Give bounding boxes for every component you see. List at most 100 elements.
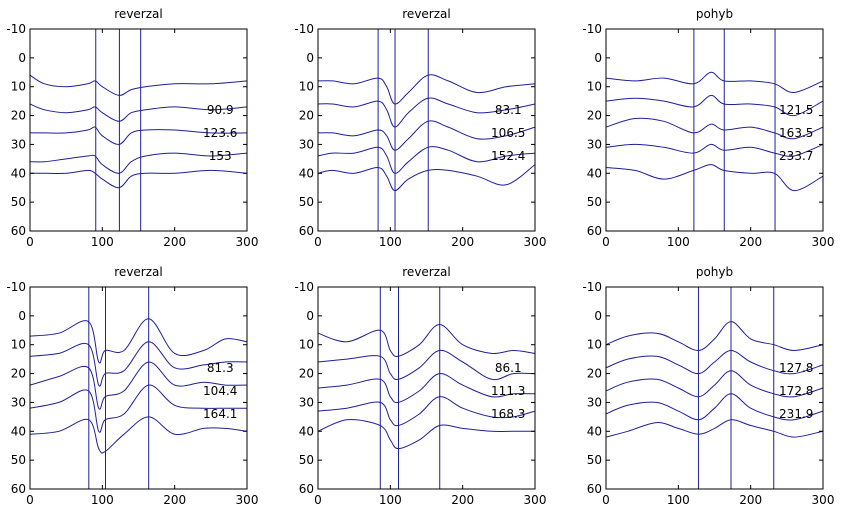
trace-line-3 xyxy=(317,373,536,404)
y-tick-label: 10 xyxy=(587,80,602,94)
x-tick-label: 300 xyxy=(812,235,835,249)
axes-frame xyxy=(317,28,536,232)
x-tick-label: 100 xyxy=(667,235,690,249)
y-tick-label: 0 xyxy=(306,309,314,323)
y-tick-label: 50 xyxy=(11,453,26,467)
y-tick-label: 30 xyxy=(11,137,26,151)
y-tick-label: 30 xyxy=(11,395,26,409)
marker-label-3: 152.4 xyxy=(491,149,525,163)
marker-label-1: 86.1 xyxy=(495,361,522,375)
x-tick-label: 100 xyxy=(91,493,114,507)
x-tick-label: 100 xyxy=(379,235,402,249)
marker-label-3: 164.1 xyxy=(203,407,237,421)
y-tick-label: 60 xyxy=(587,482,602,496)
y-tick-label: 40 xyxy=(587,166,602,180)
subplot-title: reverzal xyxy=(402,7,450,21)
x-tick-label: 100 xyxy=(379,493,402,507)
x-tick-label: 200 xyxy=(163,493,186,507)
marker-label-1: 127.8 xyxy=(779,361,813,375)
x-tick-label: 200 xyxy=(451,235,474,249)
y-tick-label: 60 xyxy=(587,224,602,238)
y-tick-label: 30 xyxy=(587,395,602,409)
x-tick-label: 100 xyxy=(667,493,690,507)
trace-line-2 xyxy=(605,349,824,375)
axes-frame xyxy=(29,28,248,232)
y-tick-label: -10 xyxy=(294,22,314,36)
y-tick-label: 50 xyxy=(587,453,602,467)
x-tick-label: 300 xyxy=(524,493,547,507)
x-tick-label: 300 xyxy=(812,493,835,507)
subplot-title: reverzal xyxy=(114,7,162,21)
y-tick-label: 20 xyxy=(11,367,26,381)
y-tick-label: 30 xyxy=(299,395,314,409)
x-tick-label: 200 xyxy=(163,235,186,249)
y-tick-label: 10 xyxy=(299,80,314,94)
trace-line-2 xyxy=(605,94,824,117)
trace-line-3 xyxy=(30,126,248,145)
x-tick-label: 0 xyxy=(314,235,322,249)
y-tick-label: 60 xyxy=(11,224,26,238)
y-tick-label: 20 xyxy=(11,109,26,123)
trace-line-5 xyxy=(29,169,248,189)
trace-line-5 xyxy=(605,164,824,192)
marker-label-3: 153 xyxy=(209,149,232,163)
y-tick-label: 40 xyxy=(11,424,26,438)
y-tick-label: -10 xyxy=(6,280,26,294)
trace-line-4 xyxy=(605,393,824,421)
x-tick-label: 0 xyxy=(602,235,610,249)
y-tick-label: -10 xyxy=(294,280,314,294)
marker-label-1: 83.1 xyxy=(495,103,522,117)
trace-line-1 xyxy=(317,323,536,357)
trace-line-1 xyxy=(29,318,248,364)
trace-line-3 xyxy=(317,120,536,151)
y-tick-label: 50 xyxy=(299,195,314,209)
y-tick-label: 10 xyxy=(587,338,602,352)
trace-line-1 xyxy=(29,74,248,96)
marker-label-2: 104.4 xyxy=(203,384,237,398)
x-tick-label: 0 xyxy=(26,235,34,249)
y-tick-label: 20 xyxy=(587,109,602,123)
y-tick-label: 20 xyxy=(587,367,602,381)
y-tick-label: 50 xyxy=(299,453,314,467)
marker-label-2: 106.5 xyxy=(491,126,525,140)
y-tick-label: 60 xyxy=(11,482,26,496)
trace-line-3 xyxy=(605,117,824,140)
y-tick-label: 40 xyxy=(299,424,314,438)
trace-line-5 xyxy=(317,164,536,192)
x-tick-label: 0 xyxy=(314,493,322,507)
y-tick-label: 40 xyxy=(587,424,602,438)
x-tick-label: 300 xyxy=(236,493,259,507)
y-tick-label: 40 xyxy=(11,166,26,180)
y-tick-label: 20 xyxy=(299,109,314,123)
marker-label-3: 168.3 xyxy=(491,407,525,421)
marker-label-3: 233.7 xyxy=(779,149,813,163)
x-tick-label: 300 xyxy=(524,235,547,249)
y-tick-label: 50 xyxy=(11,195,26,209)
y-tick-label: 10 xyxy=(11,338,26,352)
y-tick-label: 0 xyxy=(18,309,26,323)
trace-line-4 xyxy=(317,396,536,427)
trace-line-5 xyxy=(29,416,248,454)
trace-line-1 xyxy=(605,71,824,94)
axes-frame xyxy=(317,286,536,490)
trace-line-2 xyxy=(317,97,536,128)
x-tick-label: 200 xyxy=(739,493,762,507)
y-tick-label: 40 xyxy=(299,166,314,180)
marker-label-1: 90.9 xyxy=(207,103,234,117)
trace-line-4 xyxy=(29,152,248,174)
x-tick-label: 200 xyxy=(451,493,474,507)
trace-line-2 xyxy=(29,103,248,122)
marker-label-1: 81.3 xyxy=(207,361,234,375)
x-tick-label: 200 xyxy=(739,235,762,249)
y-tick-label: 30 xyxy=(587,137,602,151)
subplot-title: reverzal xyxy=(402,265,450,279)
y-tick-label: -10 xyxy=(582,280,602,294)
marker-label-1: 121.5 xyxy=(779,103,813,117)
